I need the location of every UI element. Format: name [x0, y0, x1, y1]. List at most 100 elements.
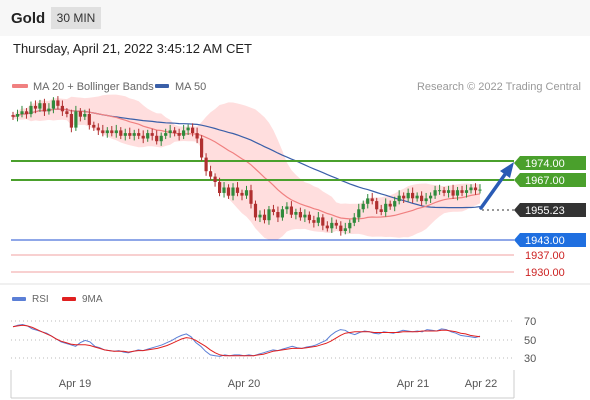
candle-body	[78, 111, 82, 117]
candle-body	[60, 105, 64, 112]
x-label-apr20: Apr 20	[228, 378, 260, 390]
timeframe-button[interactable]: 30 MIN	[51, 7, 101, 29]
candle-body	[420, 195, 424, 202]
rsi-tick-50: 50	[524, 335, 536, 347]
candle-body	[168, 130, 172, 134]
candle-body	[442, 190, 446, 193]
candle-body	[15, 114, 20, 117]
candle-body	[361, 203, 365, 210]
level-tag-1974-text: 1974.00	[525, 158, 565, 170]
candle-body	[173, 130, 177, 134]
candle-body	[469, 187, 473, 191]
candle-body	[366, 198, 370, 204]
candle-body	[42, 103, 46, 112]
candle-body	[438, 190, 442, 192]
candle-body	[447, 190, 451, 193]
candle-body	[137, 133, 141, 136]
candle-body	[123, 133, 127, 136]
candle-body	[141, 135, 145, 139]
candle-body	[222, 187, 226, 193]
candle-body	[415, 195, 419, 199]
candle-body	[33, 105, 38, 109]
candle-body	[258, 214, 262, 218]
candle-body	[177, 133, 181, 136]
candle-body	[406, 192, 410, 199]
candle-body	[384, 203, 388, 212]
level-tag-current	[514, 203, 586, 217]
candle-body	[38, 103, 42, 109]
candle-body	[87, 114, 91, 125]
rsi-ma-line	[12, 324, 481, 357]
rsi-ma-legend-swatch	[62, 297, 76, 301]
candle-body	[74, 111, 78, 128]
candle-body	[402, 195, 406, 199]
candle-body	[20, 111, 24, 114]
candle-body	[321, 217, 325, 226]
candle-body	[262, 214, 267, 221]
trend-arrow-head	[500, 162, 514, 178]
level-tag-1930-text: 1930.00	[525, 267, 565, 279]
level-tag-1943	[514, 233, 586, 247]
candlesticks	[11, 96, 482, 236]
candle-body	[370, 198, 374, 202]
candle-body	[343, 228, 347, 231]
candle-body	[478, 189, 482, 191]
candle-body	[226, 187, 231, 196]
candle-body	[339, 225, 343, 231]
candle-body	[280, 209, 284, 218]
candle-body	[69, 114, 73, 128]
candle-body	[29, 105, 33, 115]
candle-body	[56, 100, 60, 106]
candle-body	[253, 203, 258, 218]
candle-body	[325, 225, 329, 229]
candle-body	[235, 187, 240, 193]
candle-body	[110, 130, 114, 134]
candle-body	[352, 217, 356, 223]
candle-body	[132, 133, 136, 136]
candle-body	[146, 133, 150, 139]
candle-body	[186, 127, 190, 131]
bollinger-band-area	[13, 94, 480, 241]
candle-body	[150, 133, 154, 136]
candle-body	[114, 130, 118, 134]
candle-body	[375, 201, 379, 210]
candle-body	[182, 130, 186, 136]
candle-body	[83, 114, 87, 117]
ma50-legend-label: MA 50	[175, 81, 206, 93]
candle-body	[213, 176, 217, 182]
level-tag-1967-text: 1967.00	[525, 175, 565, 187]
candle-body	[289, 206, 293, 215]
candle-body	[285, 206, 289, 210]
candle-body	[473, 187, 478, 191]
candle-body	[276, 212, 280, 218]
level-tag-1967	[514, 173, 586, 187]
chart-datetime: Thursday, April 21, 2022 3:45:12 AM CET	[13, 41, 252, 56]
candle-body	[155, 135, 159, 142]
candle-body	[397, 195, 401, 202]
candle-body	[357, 209, 361, 218]
candle-body	[240, 192, 244, 196]
candle-body	[334, 222, 338, 226]
candle-body	[231, 187, 235, 196]
rsi-legend-label: RSI	[32, 294, 49, 305]
rsi-legend-swatch	[12, 297, 26, 301]
candle-body	[200, 138, 204, 158]
candle-body	[159, 135, 163, 142]
candle-body	[455, 190, 460, 196]
rsi-tick-70: 70	[524, 316, 536, 328]
rsi-lines	[12, 323, 481, 357]
candle-body	[47, 108, 51, 112]
bollinger-legend-swatch	[12, 84, 28, 88]
candle-body	[307, 214, 311, 221]
candle-body	[209, 171, 213, 177]
candle-body	[101, 130, 105, 134]
candle-body	[433, 190, 437, 196]
candle-body	[464, 190, 469, 193]
candle-body	[96, 127, 100, 131]
candle-body	[164, 133, 168, 136]
candle-body	[128, 133, 132, 136]
credit-text: Research © 2022 Trading Central	[417, 81, 581, 93]
candle-body	[379, 209, 383, 212]
bollinger-bands	[13, 94, 480, 241]
